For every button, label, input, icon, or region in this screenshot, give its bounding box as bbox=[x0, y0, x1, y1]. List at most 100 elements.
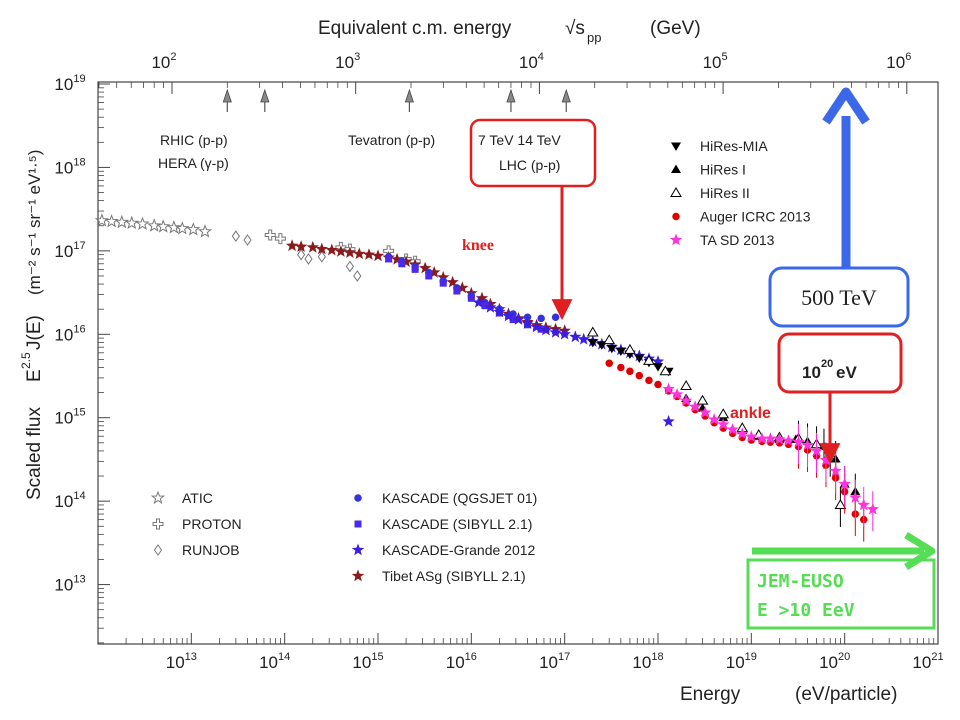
data-point bbox=[509, 316, 517, 324]
legend-entry: KASCADE (QGSJET 01) bbox=[354, 490, 537, 506]
x-tick-label: 1016 bbox=[446, 651, 477, 672]
data-point bbox=[617, 363, 625, 372]
legend-label: HiRes II bbox=[700, 185, 750, 201]
legend-entry: PROTON bbox=[152, 516, 242, 532]
y-axis-formula-exp: 2.5 bbox=[19, 352, 33, 369]
data-point bbox=[135, 216, 150, 230]
plot-frame bbox=[97, 81, 939, 645]
series-runjob bbox=[231, 230, 362, 282]
legend-entry: HiRes-MIA bbox=[671, 138, 768, 154]
axis-ticks: 1013 1014 1015 1016 1017 1018 1019 1020 1021 1013… bbox=[54, 51, 943, 672]
data-point bbox=[304, 253, 313, 265]
legend-entry: Tibet ASg (SIBYLL 2.1) bbox=[351, 568, 526, 584]
data-point bbox=[493, 305, 506, 318]
jem-euso-threshold: E >10 EeV bbox=[757, 600, 855, 621]
x-tick-label: 1015 bbox=[352, 651, 383, 672]
lhc-energies-label: 7 TeV 14 TeV bbox=[478, 132, 561, 148]
data-point bbox=[654, 380, 662, 389]
y-axis-label: Scaled flux bbox=[24, 407, 45, 500]
500-tev-arrow-head bbox=[822, 87, 870, 125]
y-tick-label: 1014 bbox=[54, 490, 85, 511]
legend-label: ATIC bbox=[182, 490, 213, 506]
legend-label: HiRes-MIA bbox=[700, 138, 768, 154]
legend-label: RUNJOB bbox=[182, 542, 240, 558]
data-point bbox=[114, 214, 129, 229]
data-point bbox=[512, 313, 525, 325]
y-axis-unit: (m⁻² s⁻¹ sr⁻¹ eV¹·⁵) bbox=[25, 150, 44, 295]
data-point bbox=[530, 320, 543, 333]
legend-marker bbox=[354, 520, 362, 528]
y-tick-label: 1016 bbox=[54, 323, 85, 344]
y-axis-formula-prefix: E bbox=[24, 369, 45, 382]
data-point bbox=[558, 327, 571, 340]
data-point bbox=[385, 255, 393, 263]
data-point bbox=[624, 343, 636, 354]
data-point bbox=[362, 248, 376, 260]
knee-label: knee bbox=[462, 237, 494, 254]
hera-label: HERA (γ-p) bbox=[158, 155, 229, 171]
data-point bbox=[866, 502, 879, 515]
data-point bbox=[745, 430, 758, 443]
data-point bbox=[446, 275, 459, 288]
data-point bbox=[243, 234, 252, 246]
data-point bbox=[689, 400, 702, 413]
data-point bbox=[551, 313, 560, 322]
data-point bbox=[603, 334, 616, 345]
data-point bbox=[801, 438, 814, 451]
data-point bbox=[439, 279, 447, 287]
data-point bbox=[371, 249, 385, 262]
data-point bbox=[390, 252, 404, 265]
legend-label: KASCADE (SIBYLL 2.1) bbox=[382, 516, 532, 532]
legend-marker bbox=[152, 518, 164, 530]
data-point bbox=[428, 266, 441, 278]
data-point bbox=[537, 314, 545, 323]
data-point bbox=[773, 432, 786, 445]
y-tick-label: 1017 bbox=[54, 240, 85, 261]
data-point bbox=[680, 380, 692, 390]
top-axis-label: Equivalent c.m. energy bbox=[318, 18, 512, 39]
data-point bbox=[755, 432, 769, 444]
data-point bbox=[635, 371, 644, 380]
legend-entry: HiRes I bbox=[671, 162, 746, 178]
data-point bbox=[285, 239, 299, 252]
data-point bbox=[717, 418, 730, 430]
1e20-ev-box bbox=[777, 332, 903, 394]
data-point bbox=[411, 265, 419, 273]
accelerator-arrow bbox=[561, 88, 571, 103]
data-point bbox=[124, 215, 139, 230]
y-axis-formula-mid: J(E) bbox=[24, 315, 45, 350]
jem-euso-arrow-head bbox=[904, 532, 936, 570]
x-tick-label: 1017 bbox=[539, 651, 570, 672]
data-point bbox=[104, 214, 119, 228]
accelerator-arrow bbox=[404, 88, 414, 103]
data-point bbox=[317, 250, 326, 263]
data-point bbox=[645, 376, 653, 385]
legend-marker bbox=[671, 164, 681, 173]
top-tick-label: 105 bbox=[703, 51, 728, 72]
y-axis-title: Scaled flux E 2.5 J(E) (m⁻² s⁻¹ sr⁻¹ eV¹… bbox=[19, 150, 45, 500]
data-point bbox=[670, 388, 684, 400]
sqrt-s-subscript: pp bbox=[587, 30, 601, 45]
x-tick-label: 1018 bbox=[632, 651, 663, 672]
jem-euso-label: JEM-EUSO bbox=[757, 571, 844, 592]
data-point bbox=[197, 224, 213, 238]
sqrt-s-symbol: √s bbox=[565, 18, 585, 39]
data-point bbox=[425, 272, 433, 280]
x-axis-unit: (eV/particle) bbox=[795, 684, 897, 705]
data-point bbox=[699, 406, 712, 418]
data-point bbox=[274, 233, 286, 245]
jem-euso-box bbox=[746, 558, 936, 630]
legend-label: KASCADE (QGSJET 01) bbox=[382, 490, 537, 506]
data-point bbox=[726, 423, 739, 435]
legend-marker bbox=[671, 142, 681, 151]
data-point bbox=[782, 434, 795, 446]
data-point bbox=[156, 219, 171, 233]
data-point bbox=[792, 435, 805, 448]
legend-entry: KASCADE-Grande 2012 bbox=[351, 542, 536, 558]
data-point bbox=[186, 222, 201, 236]
data-point bbox=[166, 220, 181, 234]
legend-marker bbox=[351, 569, 365, 582]
data-point bbox=[606, 344, 617, 354]
x-tick-label: 1020 bbox=[819, 651, 850, 672]
